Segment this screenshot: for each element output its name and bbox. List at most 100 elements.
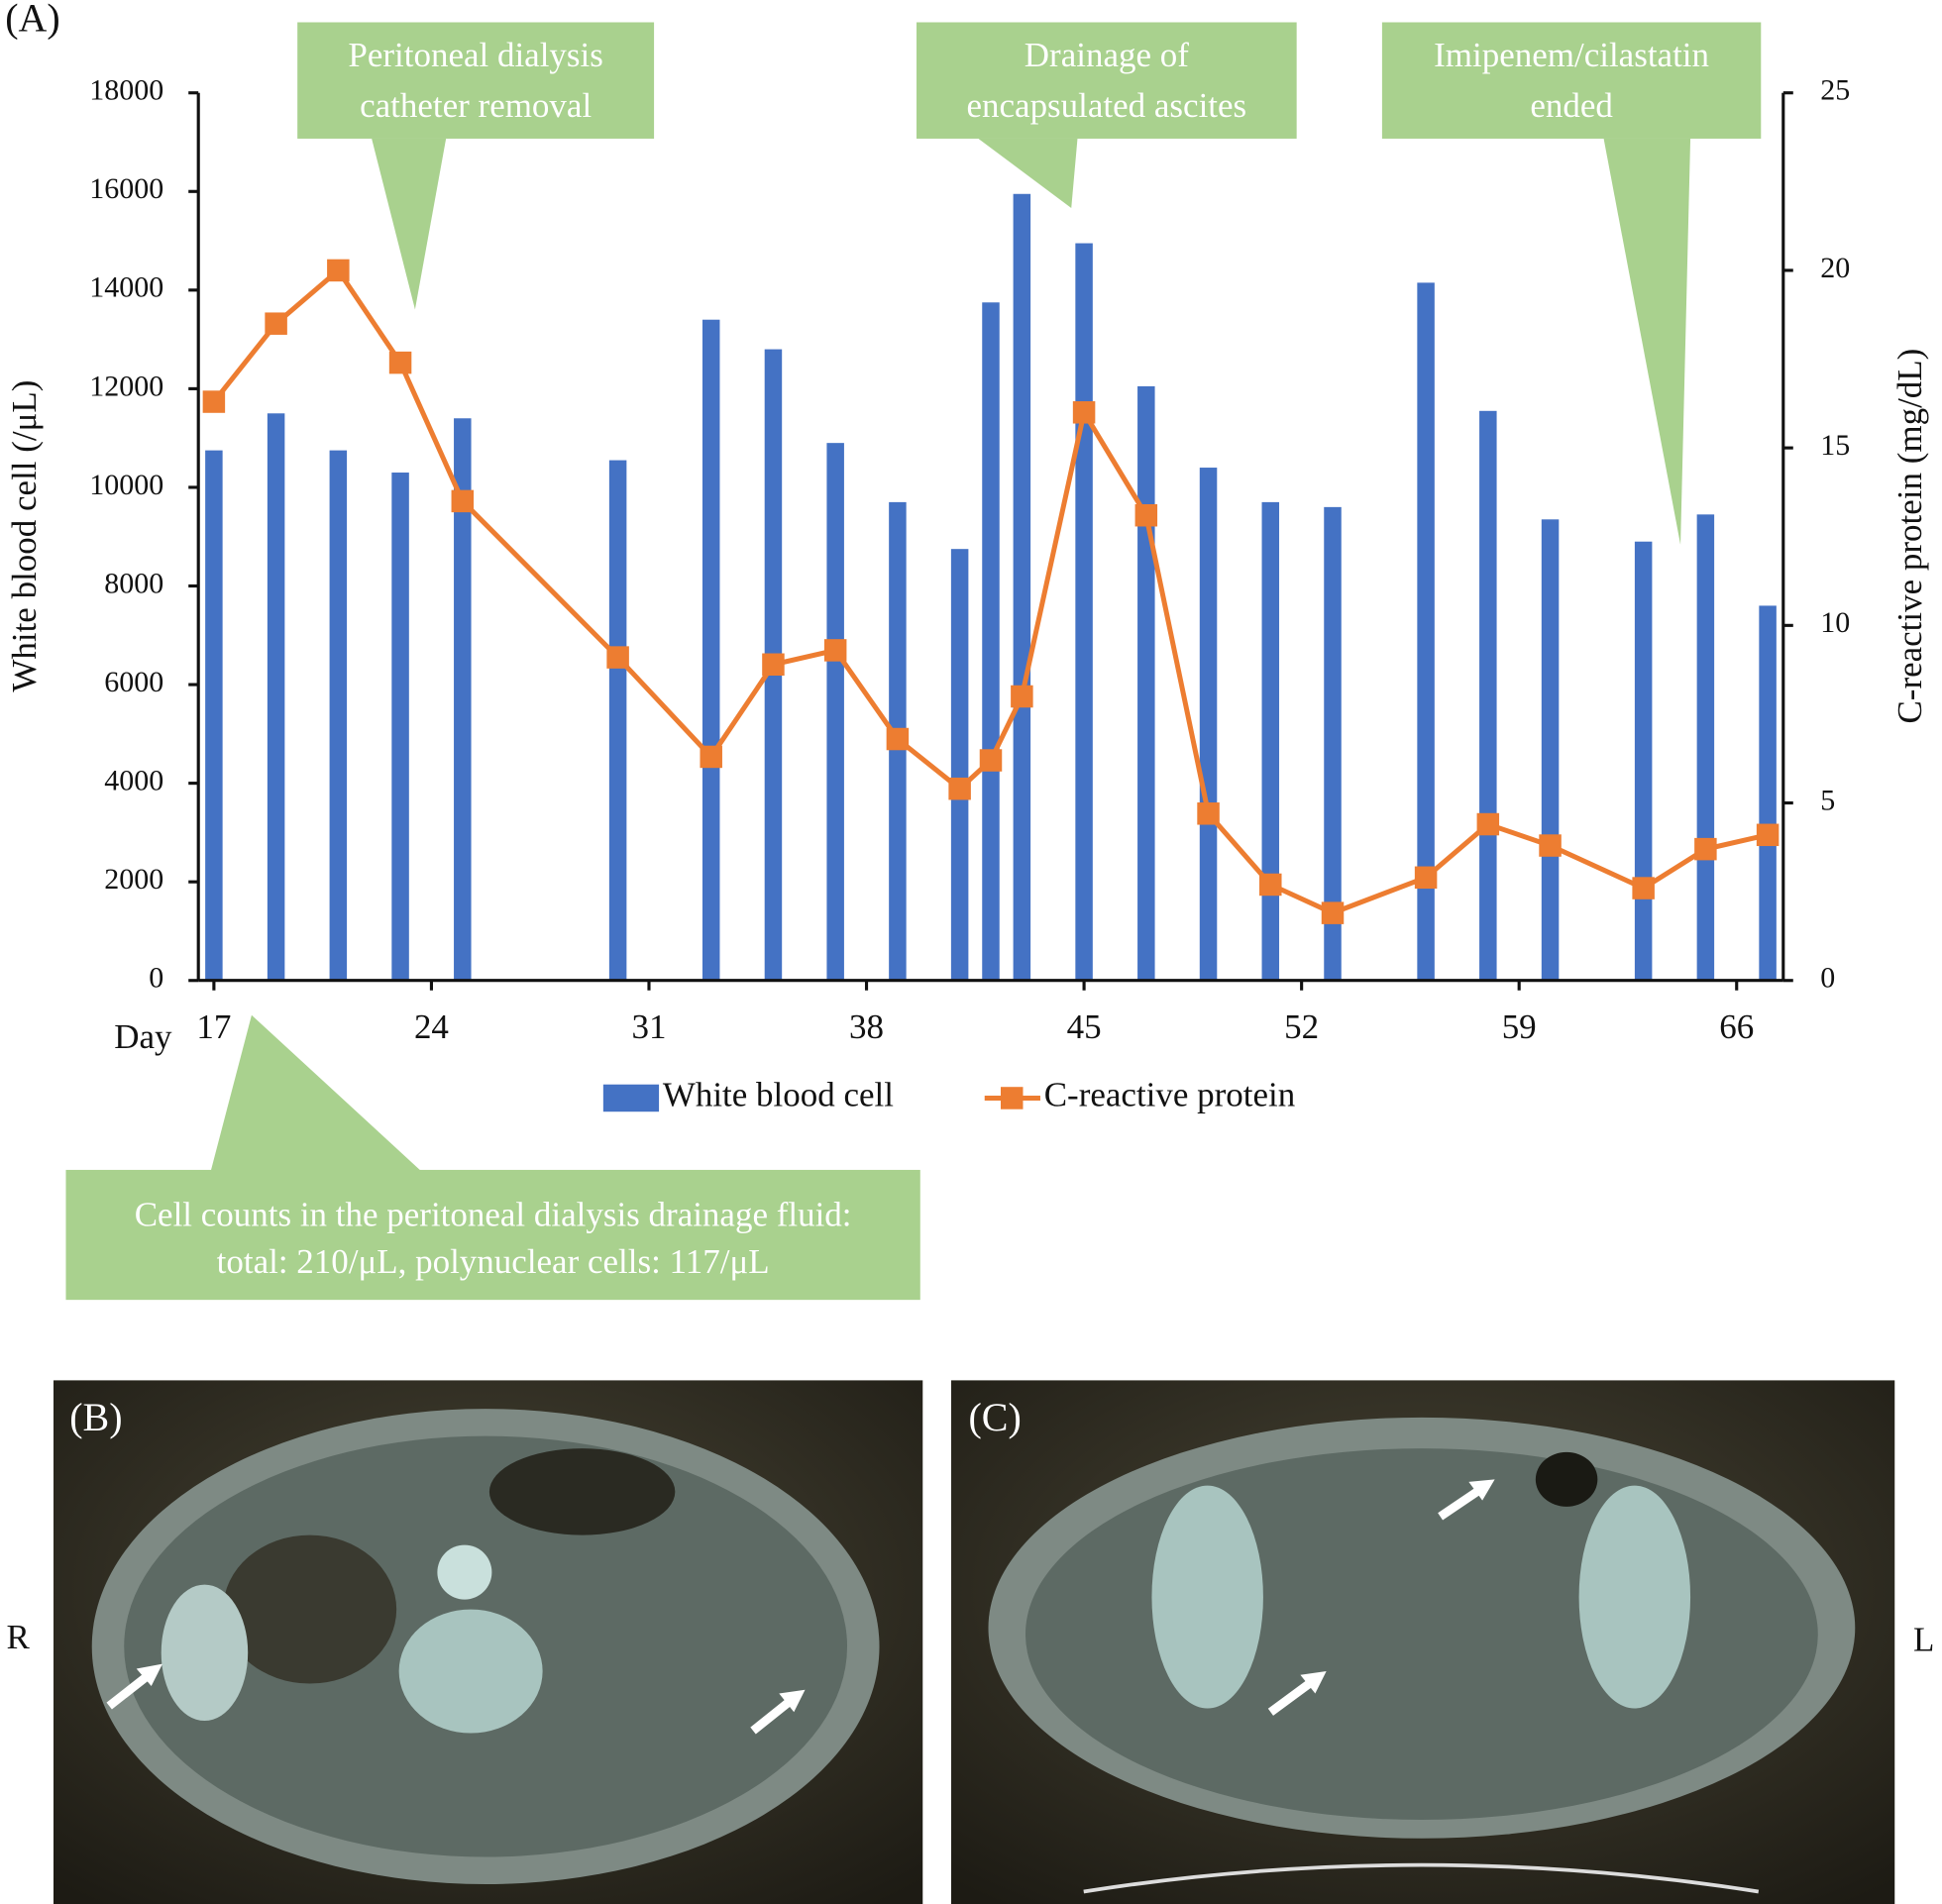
bar [1199,468,1218,981]
bar [391,473,409,981]
bar [1075,243,1093,981]
marker [1197,802,1220,825]
x-tick-label: 31 [631,1007,666,1046]
x-tick-label: 17 [196,1007,231,1046]
marker [823,639,847,662]
panel-label: (C) [969,1395,1022,1439]
callout-box [1381,22,1762,139]
marker [1134,503,1158,527]
bar [1696,514,1715,981]
legend-label: White blood cell [663,1075,894,1113]
y-tick-label: 12000 [89,370,163,402]
y2-tick-label: 25 [1820,74,1850,107]
y-tick-label: 6000 [104,666,163,698]
y2-tick-label: 5 [1820,784,1835,816]
marker [1011,685,1033,708]
ct-image-c [951,1380,1895,1904]
marker [948,777,971,800]
callout-pointer [978,138,1078,208]
ct-image-b [53,1380,923,1904]
marker [1414,866,1438,890]
bar [1013,193,1031,981]
bar [1137,385,1155,981]
legend-swatch [1000,1087,1024,1110]
bar [1324,506,1342,981]
annotation: Drainage of [1025,36,1189,74]
callout-box [917,22,1297,139]
x-tick-label: 59 [1502,1007,1537,1046]
marker [1756,823,1780,847]
bar [1261,501,1280,981]
y-tick-label: 18000 [89,74,163,107]
marker [606,646,629,669]
callout-pointer [372,138,447,310]
marker [700,745,722,769]
bar [205,450,223,981]
y2-tick-label: 15 [1820,429,1850,462]
y-tick-label: 14000 [89,271,163,304]
bar [1541,519,1560,981]
bar [1479,410,1497,981]
marker [1694,837,1717,861]
marker [762,653,785,677]
bar [982,302,1000,981]
annotation: Peritoneal dialysis [348,36,602,74]
annotation: catheter removal [360,86,592,125]
orientation-label: R [7,1618,31,1656]
x-tick-label: 24 [414,1007,449,1046]
annotation: ended [1530,86,1613,125]
y-tick-label: 0 [149,962,163,995]
bar [701,319,720,981]
marker [451,489,475,513]
x-axis-label: Day [114,1017,172,1056]
bar [826,443,844,981]
y-tick-label: 2000 [104,863,163,896]
panel-label: (B) [69,1395,122,1439]
annotation: total: 210/μL, polynuclear cells: 117/μL [217,1242,770,1281]
y-tick-label: 10000 [89,469,163,501]
y-tick-label: 8000 [104,567,163,599]
callout-box [65,1169,920,1301]
bar [608,460,627,981]
bar [267,413,285,981]
marker [1259,873,1282,897]
x-tick-label: 52 [1284,1007,1319,1046]
x-tick-label: 38 [849,1007,884,1046]
y-tick-label: 16000 [89,172,163,205]
panel-label: (A) [5,0,59,41]
callout-pointer [1603,138,1691,545]
y2-axis-label: C-reactive protein (mg/dL) [1890,349,1929,724]
y-axis-label: White blood cell (/μL) [5,380,44,692]
y2-tick-label: 0 [1820,962,1835,995]
callout-box [297,22,655,139]
bar [1417,282,1435,981]
marker [202,390,226,413]
marker [327,259,350,282]
marker [388,351,412,374]
marker [1072,401,1096,424]
legend-label: C-reactive protein [1044,1075,1296,1113]
marker [265,312,287,335]
bar [1759,605,1777,981]
bar [329,450,348,981]
y-tick-label: 4000 [104,765,163,797]
annotation: Cell counts in the peritoneal dialysis d… [135,1196,852,1234]
bar [950,549,969,981]
orientation-label: L [1913,1620,1934,1658]
marker [979,749,1003,772]
marker [1321,901,1345,924]
marker [1539,834,1562,857]
bar [1634,541,1653,981]
annotation: encapsulated ascites [967,86,1247,125]
marker [1476,812,1500,836]
marker [1632,877,1655,899]
y2-tick-label: 20 [1820,252,1850,284]
marker [886,727,910,751]
x-tick-label: 66 [1719,1007,1754,1046]
legend-swatch [602,1084,660,1112]
y2-tick-label: 10 [1820,606,1850,639]
annotation: Imipenem/cilastatin [1434,36,1709,74]
bar [454,418,472,981]
